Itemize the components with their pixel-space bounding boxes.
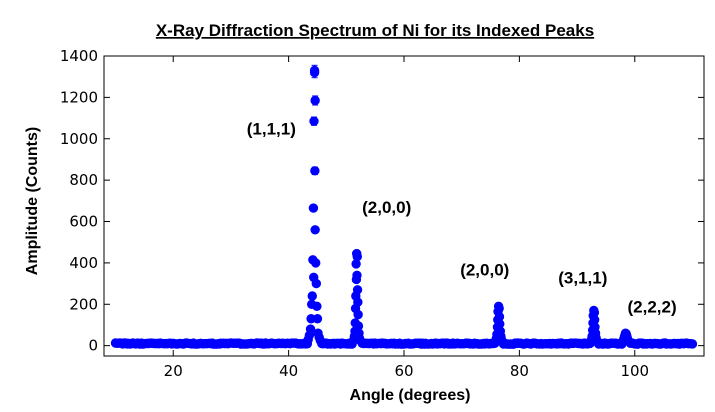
data-point [310,95,320,106]
data-point [312,314,323,324]
data-points [110,65,698,349]
y-tick-label: 400 [69,254,98,272]
y-tick-label: 1000 [60,130,98,148]
data-point [497,336,507,346]
data-point [687,339,698,349]
data-point [311,278,322,289]
x-tick-label: 20 [164,362,183,380]
data-point [307,291,317,301]
y-tick-label: 200 [69,295,98,313]
y-tick-label: 1400 [60,47,98,65]
data-point [311,258,321,268]
x-tick-label: 80 [510,362,529,380]
y-axis-ticks: 0 200 400 600 800 1000 1200 1400 [60,47,704,355]
x-axis-label: Angle (degrees) [350,387,471,404]
data-point [303,334,313,345]
y-tick-label: 600 [69,213,98,231]
y-tick-label: 800 [69,171,98,189]
peak-label: (2,0,0) [460,260,509,279]
x-tick-label: 60 [394,362,413,380]
data-point [351,259,361,269]
x-tick-label: 40 [279,362,298,380]
data-point [353,309,363,320]
peak-label: (1,1,1) [247,120,296,139]
data-point [310,166,320,176]
peak-label: (3,1,1) [558,269,607,288]
data-point [310,225,320,235]
x-axis-ticks: 20 40 60 80 100 [164,56,649,380]
chart-title: X-Ray Diffraction Spectrum of Ni for its… [156,21,594,40]
data-point [309,116,319,126]
data-point [623,336,634,346]
data-point [308,203,319,213]
data-point [315,335,326,346]
peak-label: (2,2,2) [628,298,677,317]
data-point [312,301,322,312]
x-tick-label: 100 [620,362,649,380]
y-tick-label: 1200 [60,88,98,106]
data-point [351,274,362,285]
peak-annotations: (1,1,1) (2,0,0) (2,0,0) (3,1,1) (2,2,2) [247,120,677,317]
peak-label: (2,0,0) [362,198,411,217]
y-tick-label: 0 [88,337,98,355]
data-point [355,335,365,346]
data-point [309,67,320,78]
y-axis-label: Amplitude (Counts) [24,127,41,275]
data-point [591,335,602,346]
